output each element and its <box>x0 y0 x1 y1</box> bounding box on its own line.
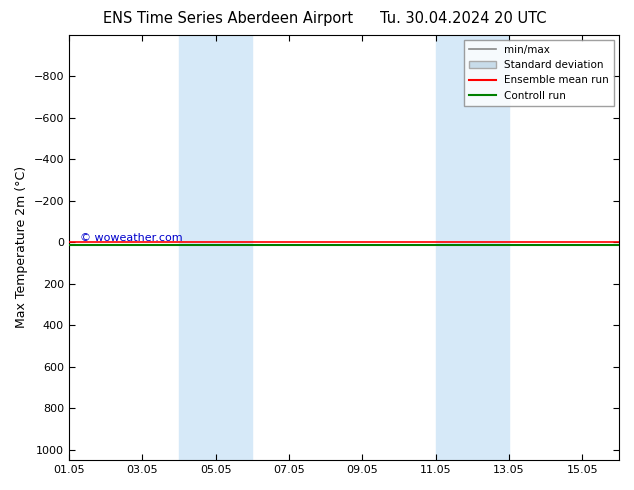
Bar <box>179 35 252 460</box>
Text: ENS Time Series Aberdeen Airport: ENS Time Series Aberdeen Airport <box>103 11 353 26</box>
Text: © woweather.com: © woweather.com <box>80 233 183 243</box>
Legend: min/max, Standard deviation, Ensemble mean run, Controll run: min/max, Standard deviation, Ensemble me… <box>464 40 614 106</box>
Y-axis label: Max Temperature 2m (°C): Max Temperature 2m (°C) <box>15 166 28 328</box>
Bar <box>436 35 509 460</box>
Text: Tu. 30.04.2024 20 UTC: Tu. 30.04.2024 20 UTC <box>380 11 546 26</box>
